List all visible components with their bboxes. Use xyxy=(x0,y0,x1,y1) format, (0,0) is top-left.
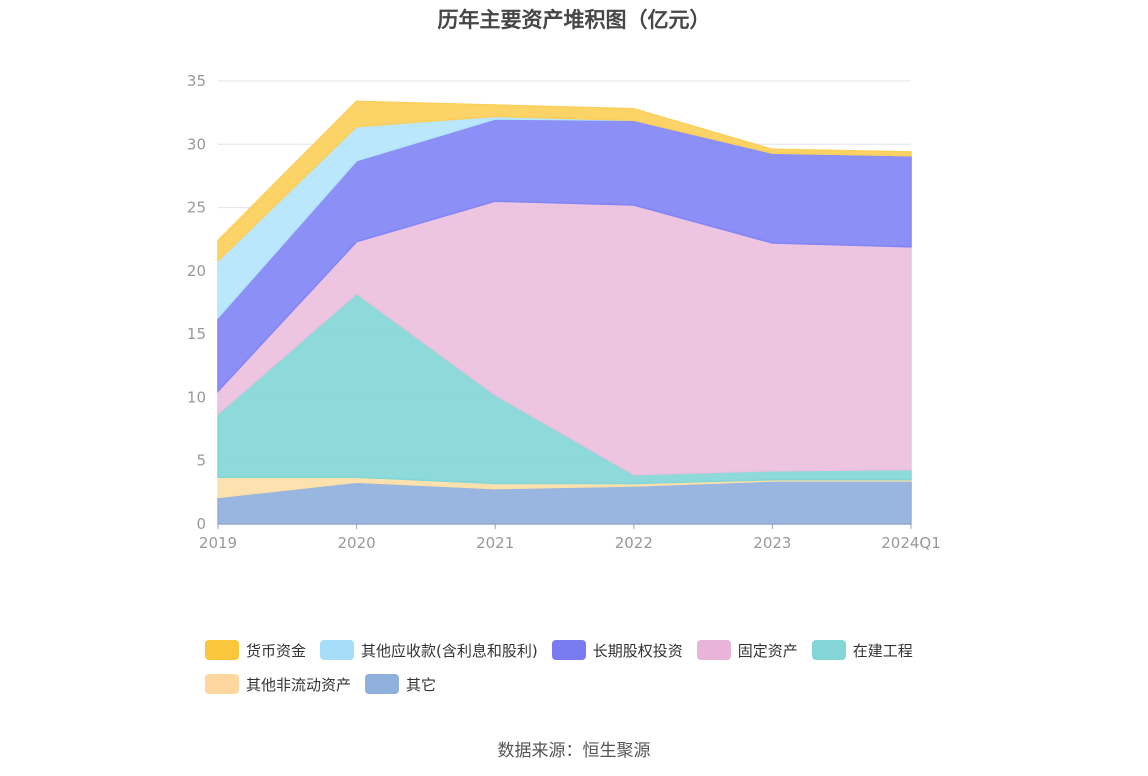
legend-item[interactable]: 其他非流动资产 xyxy=(205,672,351,696)
legend-item[interactable]: 在建工程 xyxy=(811,638,913,662)
legend-item[interactable]: 固定资产 xyxy=(696,638,798,662)
legend-swatch xyxy=(320,640,355,660)
legend-item[interactable]: 其它 xyxy=(365,672,436,696)
legend-item[interactable]: 长期股权投资 xyxy=(551,638,683,662)
legend-swatch xyxy=(205,674,239,694)
x-tick-label: 2020 xyxy=(338,534,376,552)
y-tick-label: 35 xyxy=(187,72,206,90)
legend-label: 在建工程 xyxy=(852,641,913,660)
y-tick-label: 10 xyxy=(187,388,206,406)
x-tick-label: 2021 xyxy=(476,534,514,552)
legend-item[interactable]: 货币资金 xyxy=(205,638,306,662)
y-tick-label: 30 xyxy=(187,135,206,153)
legend-label: 长期股权投资 xyxy=(592,641,683,660)
area-series xyxy=(217,100,912,525)
y-tick-label: 0 xyxy=(196,515,206,533)
x-tick-label: 2022 xyxy=(615,534,653,552)
chart-title: 历年主要资产堆积图（亿元） xyxy=(437,8,711,32)
legend-swatch xyxy=(365,674,400,694)
legend-swatch xyxy=(696,640,731,660)
legend-label: 货币资金 xyxy=(246,641,307,660)
legend-label: 固定资产 xyxy=(737,641,798,660)
legend-label: 其它 xyxy=(406,675,437,694)
axes: 0 5 10 15 20 25 30 35 2019 2020 2021 2022 2023 2024Q1 xyxy=(187,72,941,552)
y-tick-label: 15 xyxy=(187,325,206,343)
stacked-area-chart: 0 5 10 15 20 25 30 35 2019 2020 2021 2022 2023 2024Q1 xyxy=(187,72,941,552)
y-tick-label: 20 xyxy=(187,262,206,280)
source-note: 数据来源：恒生聚源 xyxy=(497,741,651,761)
y-tick-label: 5 xyxy=(196,452,206,470)
x-tick-label: 2023 xyxy=(753,534,791,552)
legend-swatch xyxy=(811,640,846,660)
x-tick-label: 2024Q1 xyxy=(881,534,941,552)
legend-item[interactable]: 其他应收款(含利息和股利) xyxy=(320,638,538,662)
legend-swatch xyxy=(205,640,239,660)
legend-label: 其他应收款(含利息和股利) xyxy=(361,641,538,660)
x-tick-label: 2019 xyxy=(199,534,237,552)
y-tick-label: 25 xyxy=(187,199,206,217)
legend-label: 其他非流动资产 xyxy=(246,675,352,694)
area-series-6 xyxy=(217,100,912,263)
legend: 货币资金 其他应收款(含利息和股利) 长期股权投资 固定资产 在建工程其他非流动资产 其它 xyxy=(205,638,985,696)
legend-swatch xyxy=(551,640,586,660)
